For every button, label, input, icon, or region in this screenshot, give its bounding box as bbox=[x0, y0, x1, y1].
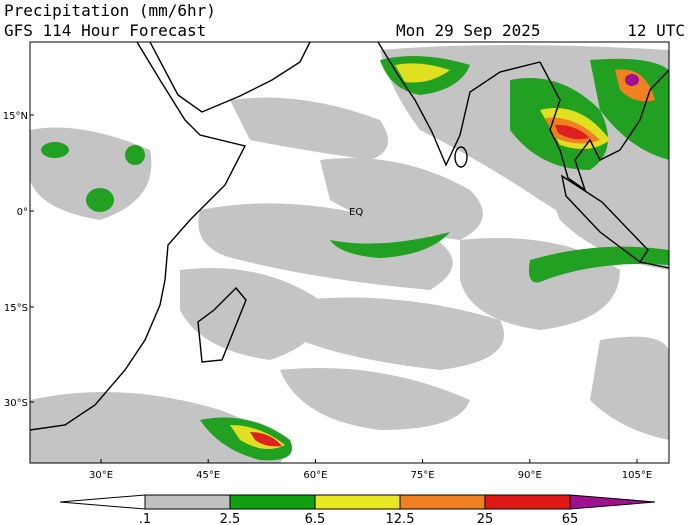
lon-label: 30°E bbox=[89, 470, 113, 481]
lat-label: 15°S bbox=[4, 303, 28, 314]
lon-labels: 30°E 45°E 60°E 75°E 90°E 105°E bbox=[89, 459, 652, 481]
colorbar-label: 2.5 bbox=[220, 512, 241, 525]
subtitle: GFS 114 Hour Forecast bbox=[4, 21, 206, 40]
colorbar-label: 25 bbox=[477, 512, 494, 525]
date: Mon 29 Sep 2025 bbox=[396, 21, 541, 40]
precip-field bbox=[30, 42, 669, 463]
lon-label: 75°E bbox=[411, 470, 435, 481]
map-frame bbox=[29, 41, 670, 464]
colorbar: .1 2.5 6.5 12.5 25 65 bbox=[59, 494, 656, 525]
colorbar-label: 65 bbox=[562, 512, 579, 525]
lat-label: 0° bbox=[17, 207, 28, 218]
lat-label: 15°N bbox=[3, 111, 28, 122]
lat-labels: 15°N 0° 15°S 30°S bbox=[3, 111, 34, 409]
equator-label: EQ bbox=[349, 207, 363, 218]
time: 12 UTC bbox=[627, 21, 685, 40]
colorbar-labels: .1 2.5 6.5 12.5 25 65 bbox=[139, 512, 578, 525]
coastlines bbox=[30, 42, 669, 431]
lon-label: 45°E bbox=[196, 470, 220, 481]
title: Precipitation (mm/6hr) bbox=[4, 1, 216, 20]
colorbar-label: .1 bbox=[139, 512, 151, 525]
lon-label: 60°E bbox=[303, 470, 327, 481]
lon-label: 90°E bbox=[518, 470, 542, 481]
colorbar-label: 12.5 bbox=[386, 512, 415, 525]
map: EQ 15°N 0° 15°S 30°S 30°E 45°E 60°E 75°E 90°E 10… bbox=[3, 41, 670, 481]
lon-label: 105°E bbox=[622, 470, 652, 481]
colorbar-label: 6.5 bbox=[305, 512, 326, 525]
lat-label: 30°S bbox=[4, 398, 28, 409]
